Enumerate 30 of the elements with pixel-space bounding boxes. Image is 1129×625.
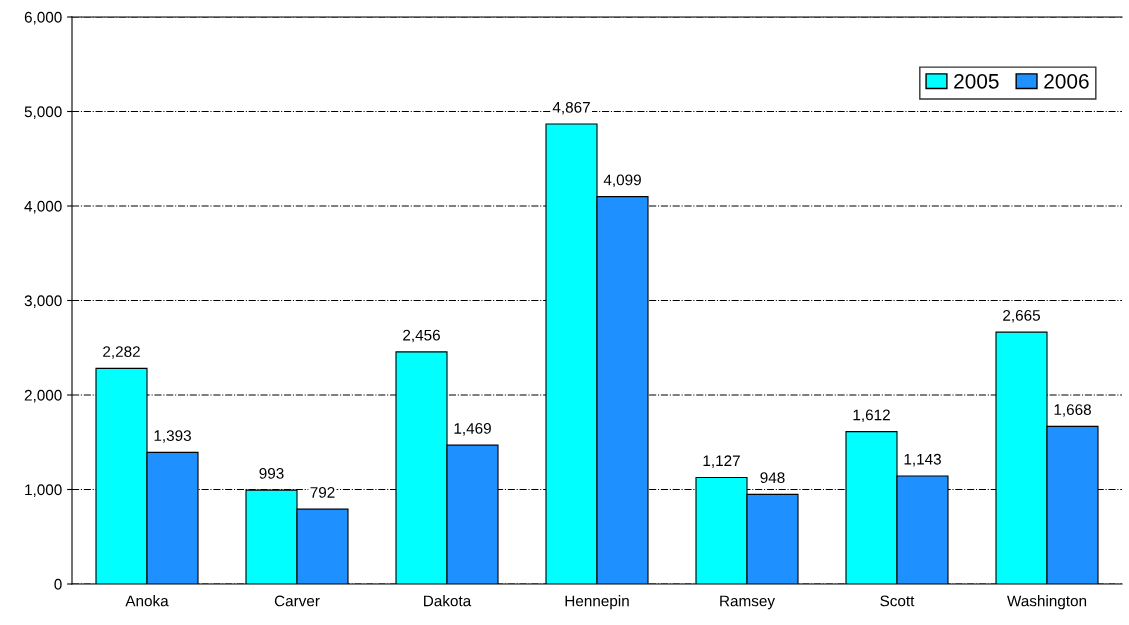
x-tick-label: Anoka [125,595,169,607]
data-label: 1,393 [154,430,191,443]
data-label: 2,456 [403,329,440,343]
x-tick-label: Washington [1007,595,1087,610]
y-tick-label: 3,000 [24,295,62,308]
y-tick-label: 5,000 [24,106,62,119]
legend-label: 2005 [954,73,999,89]
data-label: 792 [310,486,335,498]
y-tick-label: 0 [54,578,62,590]
y-tick-label: 2,000 [24,389,62,403]
data-label: 2,282 [103,346,140,359]
data-label: 948 [760,472,785,484]
legend-label: 2006 [1044,73,1089,89]
x-tick-label: Hennepin [565,595,629,610]
data-label: 1,127 [703,455,740,468]
data-label: 1,469 [454,423,491,436]
x-tick-label: Scott [880,595,915,607]
data-label: 993 [259,467,284,479]
y-tick-label: 6,000 [24,11,62,25]
x-tick-label: Ramsey [720,595,775,610]
data-label: 1,612 [853,409,890,423]
data-label: 4,099 [603,174,641,188]
data-label: 2,665 [1003,309,1040,323]
y-tick-label: 4,000 [24,200,62,214]
data-label: 1,143 [904,453,941,467]
y-tick-label: 1,000 [25,484,62,497]
data-label: 4,867 [552,101,590,115]
x-tick-label: Carver [274,595,320,607]
data-label: 1,668 [1054,404,1091,417]
x-tick-label: Dakota [424,595,472,607]
